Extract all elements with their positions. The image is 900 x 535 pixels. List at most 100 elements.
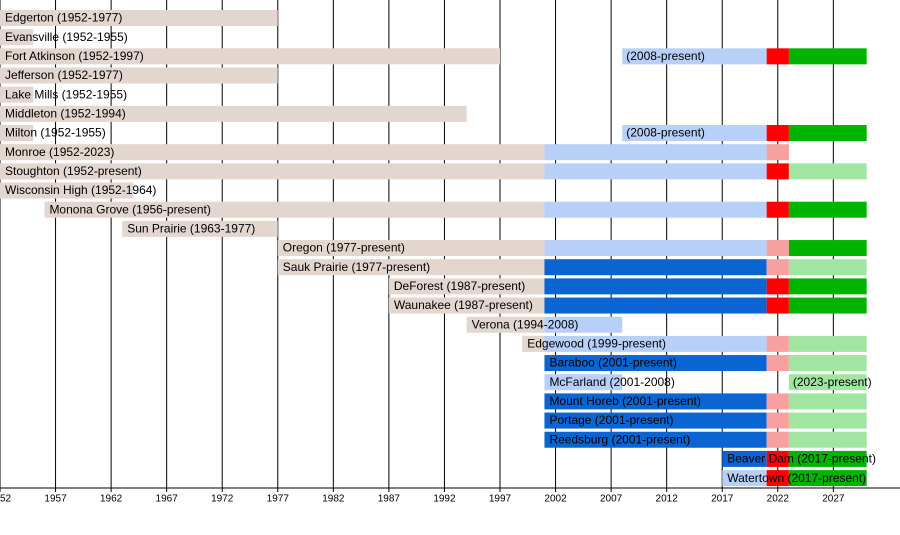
segment — [766, 125, 789, 142]
segment — [544, 201, 767, 218]
row-label: Sauk Prairie (1977-present) — [283, 260, 430, 274]
segment — [544, 278, 767, 295]
segment — [544, 355, 767, 372]
segment — [544, 393, 767, 410]
segment — [766, 201, 789, 218]
x-tick-label: 1957 — [44, 494, 67, 505]
row-label: Mount Horeb (2001-present) — [549, 394, 700, 408]
segment — [766, 335, 789, 352]
segment — [722, 470, 767, 487]
segment — [622, 125, 767, 142]
row-label: Baraboo (2001-present) — [549, 356, 676, 370]
row-label: Jefferson (1952-1977) — [5, 68, 123, 82]
segment — [522, 335, 545, 352]
row-label: Evansville (1952-1955) — [5, 30, 128, 44]
row-label: Sun Prairie (1963-1977) — [127, 222, 255, 236]
segment — [788, 450, 867, 467]
segment — [0, 105, 467, 122]
segment — [766, 259, 789, 276]
row-label: McFarland (2001-2008) — [549, 375, 674, 389]
segment — [0, 182, 134, 199]
segment — [277, 240, 545, 257]
segment — [544, 144, 767, 161]
segment — [788, 240, 867, 257]
segment — [0, 86, 34, 103]
segment — [0, 163, 545, 180]
segment — [766, 431, 789, 448]
row-label: Monona Grove (1956-present) — [49, 202, 210, 216]
row-label: Edgewood (1999-present) — [527, 337, 666, 351]
segment — [766, 297, 789, 314]
segment — [544, 297, 767, 314]
segment — [766, 470, 789, 487]
segment — [788, 163, 867, 180]
segment — [544, 259, 767, 276]
segment-label: (2008-present) — [626, 49, 705, 63]
segment — [388, 297, 545, 314]
segment — [788, 431, 867, 448]
row-label: Watertown (2017-present) — [727, 471, 866, 485]
segment — [766, 278, 789, 295]
x-tick-label: 2012 — [656, 494, 679, 505]
segment-label: (2023-present) — [793, 375, 872, 389]
segment — [766, 450, 789, 467]
x-tick-label: 1952 — [0, 494, 12, 505]
x-tick-label: 1967 — [156, 494, 179, 505]
segment — [766, 48, 789, 65]
row-label: Monroe (1952-2023) — [5, 145, 114, 159]
row-label: DeForest (1987-present) — [394, 279, 525, 293]
x-tick-label: 2017 — [711, 494, 734, 505]
segment — [788, 278, 867, 295]
segment — [466, 316, 545, 333]
segment — [766, 355, 789, 372]
x-tick-label: 1992 — [433, 494, 456, 505]
segment — [544, 374, 623, 391]
x-tick-label: 2007 — [600, 494, 623, 505]
segment — [544, 240, 767, 257]
segment — [788, 48, 867, 65]
segment — [544, 335, 767, 352]
row-label: Wisconsin High (1952-1964) — [5, 183, 156, 197]
row-label: Beaver Dam (2017-present) — [727, 452, 876, 466]
segment — [0, 29, 34, 46]
segment — [788, 412, 867, 429]
segment — [722, 450, 767, 467]
segment — [544, 431, 767, 448]
segment — [44, 201, 545, 218]
row-label: Stoughton (1952-present) — [5, 164, 142, 178]
segment — [788, 374, 867, 391]
row-label: Middleton (1952-1994) — [5, 107, 126, 121]
x-tick-label: 2002 — [544, 494, 567, 505]
x-tick-label: 2027 — [822, 494, 845, 505]
segment — [788, 125, 867, 142]
x-tick-label: 1962 — [100, 494, 123, 505]
row-label: Oregon (1977-present) — [283, 241, 405, 255]
x-tick-label: 1982 — [322, 494, 345, 505]
row-label: Milton (1952-1955) — [5, 126, 106, 140]
row-label: Waunakee (1987-present) — [394, 298, 533, 312]
segment — [0, 48, 500, 65]
segment — [766, 412, 789, 429]
row-label: Reedsburg (2001-present) — [549, 432, 690, 446]
segment — [0, 10, 278, 26]
row-label: Verona (1994-2008) — [472, 317, 579, 331]
segment — [0, 125, 34, 142]
x-tick-label: 2022 — [767, 494, 790, 505]
row-label: Edgerton (1952-1977) — [5, 11, 122, 25]
segment — [544, 412, 767, 429]
segment — [766, 240, 789, 257]
x-tick-label: 1977 — [267, 494, 290, 505]
segment — [788, 393, 867, 410]
row-label: Portage (2001-present) — [549, 413, 673, 427]
segment — [277, 259, 545, 276]
segment — [544, 316, 623, 333]
segment — [766, 163, 789, 180]
segment — [0, 67, 278, 84]
segment — [788, 297, 867, 314]
segment — [788, 470, 867, 487]
segment — [766, 393, 789, 410]
x-tick-label: 1997 — [489, 494, 512, 505]
segment — [0, 144, 545, 161]
segment — [788, 201, 867, 218]
